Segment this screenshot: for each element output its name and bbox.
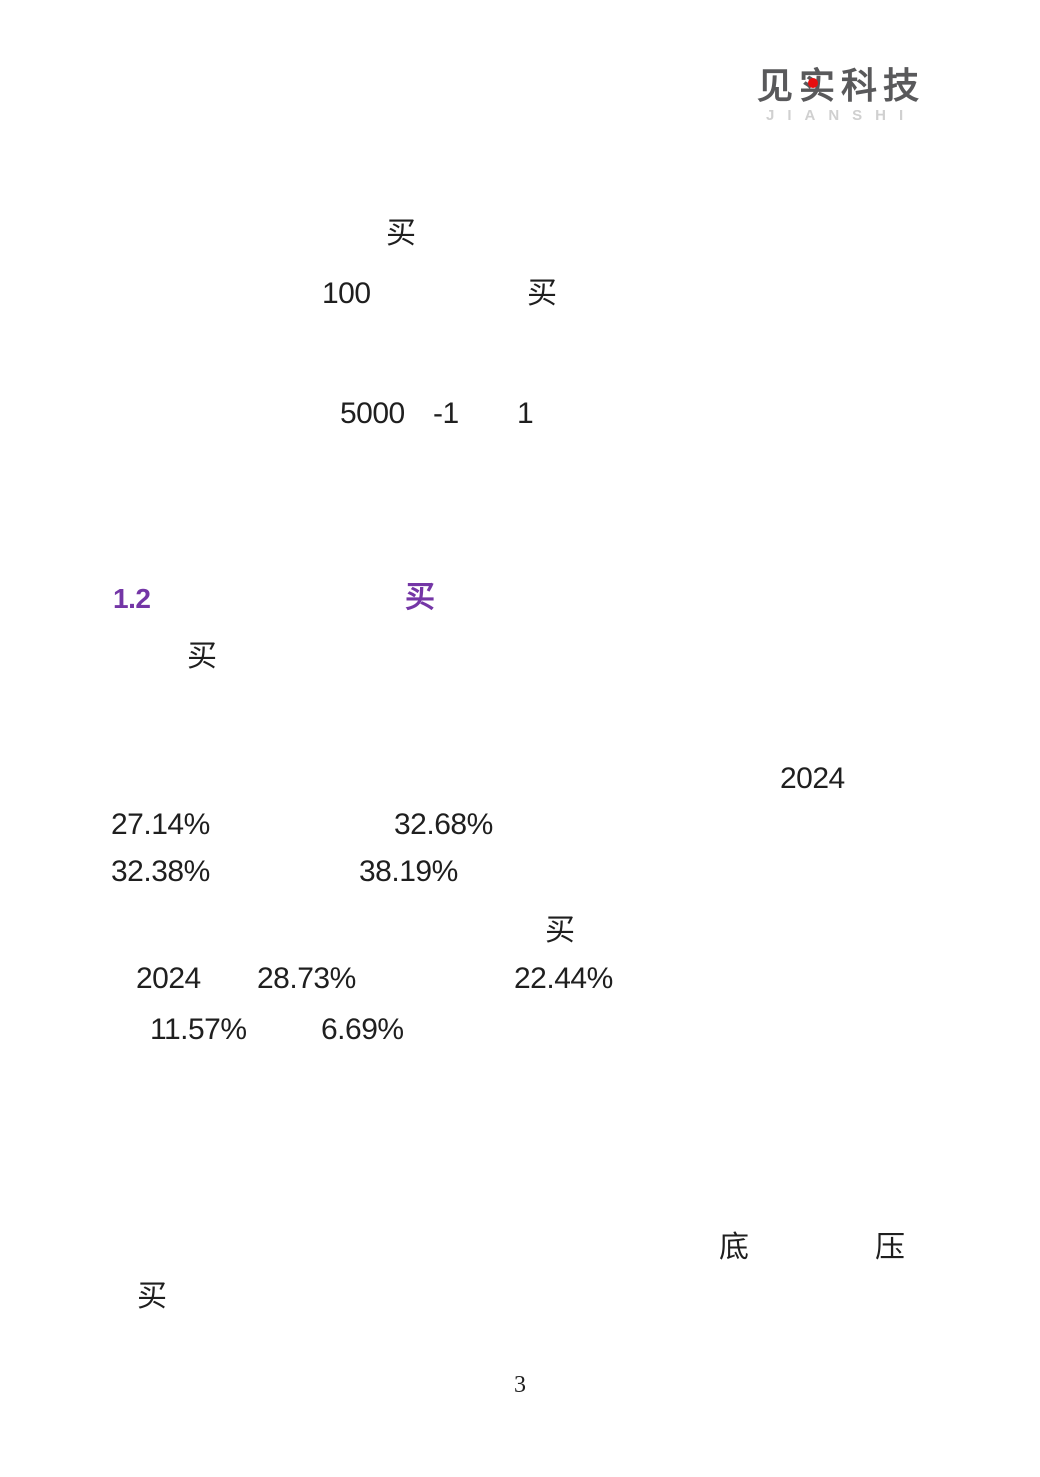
page-number: 3 <box>514 1372 526 1398</box>
stat-pct-28-73: 28.73% <box>257 962 356 995</box>
line1-char: 买 <box>386 217 416 250</box>
paragraph-lead-char: 买 <box>187 640 217 673</box>
red-dot-icon <box>808 78 818 88</box>
stat-pct-11-57: 11.57% <box>150 1013 247 1046</box>
line2-char: 买 <box>527 277 557 310</box>
section-heading-char: 买 <box>405 581 435 614</box>
line3-value-neg1: -1 <box>433 397 459 430</box>
stat-pct-27-14: 27.14% <box>111 808 210 841</box>
stat-pct-22-44: 22.44% <box>514 962 613 995</box>
stat-pct-38-19: 38.19% <box>359 855 458 888</box>
stat-pct-32-38: 32.38% <box>111 855 210 888</box>
stat-year-2024: 2024 <box>136 962 201 995</box>
stat-pct-6-69: 6.69% <box>321 1013 404 1046</box>
closing-char-di: 底 <box>719 1231 749 1264</box>
line3-value-5000: 5000 <box>340 397 405 430</box>
stat-pct-32-68: 32.68% <box>394 808 493 841</box>
stat-year-right: 2024 <box>780 762 845 795</box>
brand-logo-subtext: JIANSHI <box>766 107 917 124</box>
section-heading-number: 1.2 <box>113 583 151 614</box>
line2-value-100: 100 <box>322 277 371 310</box>
line3-value-1: 1 <box>517 397 534 430</box>
closing-char-mai: 买 <box>137 1280 167 1313</box>
brand-logo-text: 见实科技 <box>757 65 926 106</box>
closing-char-ya: 压 <box>875 1231 905 1264</box>
stats-char: 买 <box>545 914 575 947</box>
